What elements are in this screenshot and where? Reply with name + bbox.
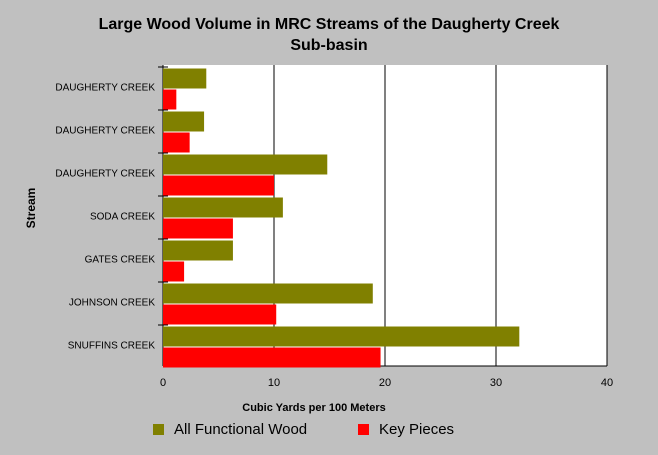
chart-title: Large Wood Volume in MRC Streams of the … [0, 14, 658, 56]
chart-title-line-2: Sub-basin [290, 37, 368, 54]
bar [163, 240, 233, 261]
bar [163, 68, 207, 89]
y-tick-label: SNUFFINS CREEK [68, 341, 156, 352]
x-tick-label: 0 [160, 377, 166, 389]
bar [163, 283, 373, 304]
y-tick-label: DAUGHERTY CREEK [55, 169, 155, 180]
y-tick-label: DAUGHERTY CREEK [55, 126, 155, 137]
legend-swatch-key-pieces [358, 424, 369, 435]
legend-item-all-functional-wood: All Functional Wood [153, 421, 307, 438]
x-axis-label: Cubic Yards per 100 Meters [242, 402, 386, 414]
bar [163, 197, 283, 218]
x-tick-label: 10 [268, 377, 280, 389]
legend-label-key-pieces: Key Pieces [379, 421, 455, 438]
legend-item-key-pieces: Key Pieces [358, 421, 454, 438]
x-tick-label: 20 [379, 377, 391, 389]
bar [163, 175, 274, 196]
y-tick-label: GATES CREEK [85, 255, 156, 266]
bar [163, 132, 190, 153]
legend-label-all-functional-wood: All Functional Wood [174, 421, 308, 438]
bar [163, 326, 520, 347]
bar [163, 261, 185, 282]
bar [163, 154, 328, 175]
legend-swatch-all-functional-wood [153, 424, 164, 435]
x-tick-label: 30 [490, 377, 502, 389]
bar [163, 304, 277, 325]
legend: All Functional Wood Key Pieces [0, 421, 658, 441]
y-tick-label: DAUGHERTY CREEK [55, 83, 155, 94]
bar [163, 218, 233, 239]
y-tick-label: SODA CREEK [90, 212, 155, 223]
bar [163, 347, 381, 368]
x-tick-label: 40 [601, 377, 613, 389]
bar [163, 89, 177, 110]
chart-title-line-1: Large Wood Volume in MRC Streams of the … [98, 16, 560, 33]
y-tick-label: JOHNSON CREEK [69, 298, 155, 309]
y-axis-label: Stream [24, 187, 38, 229]
bar [163, 111, 205, 132]
